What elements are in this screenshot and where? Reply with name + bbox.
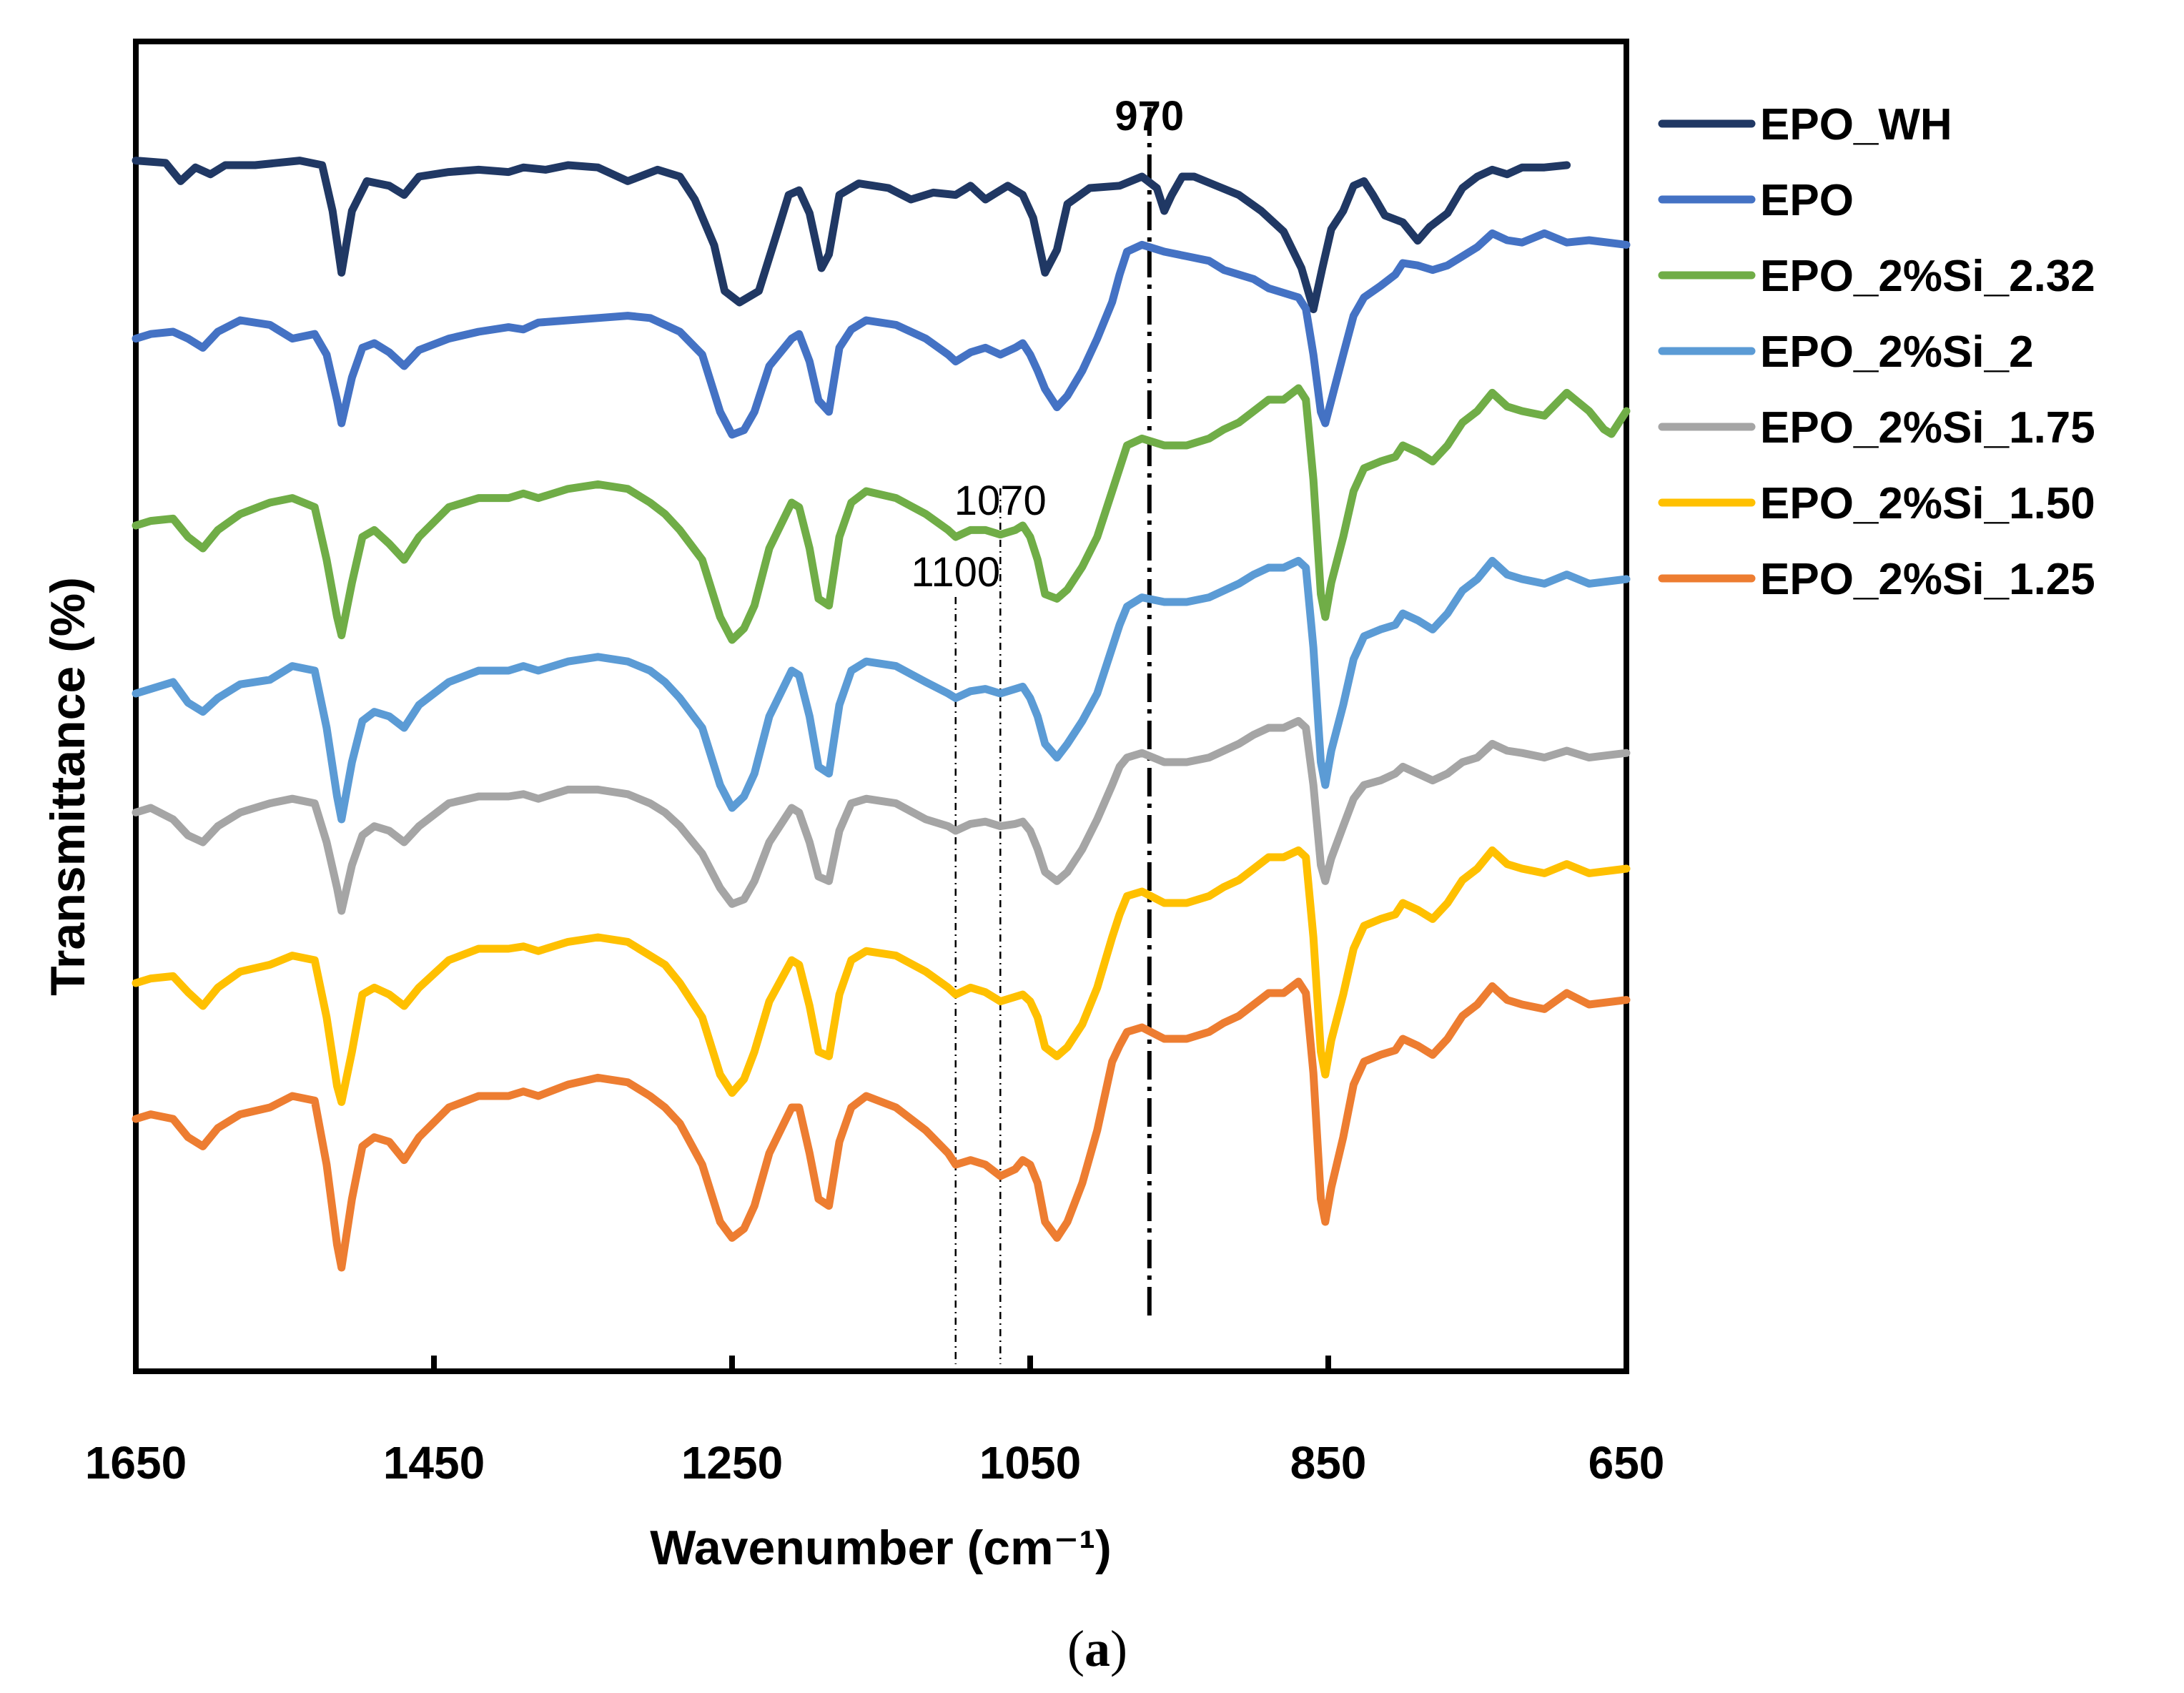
caption-close-paren: ) [1110, 1620, 1127, 1677]
caption-open-paren: ( [1067, 1620, 1084, 1677]
annotation-layer: 970 1070 1100 [911, 93, 1184, 1364]
legend-label-1: EPO [1760, 176, 1854, 225]
legend-label-6: EPO_2%Si_1.25 [1760, 555, 2095, 604]
series-line-1 [132, 229, 1631, 439]
legend-label-2: EPO_2%Si_2.32 [1760, 252, 2095, 301]
x-tick-label-1050: 1050 [979, 1437, 1081, 1489]
legend-label-5: EPO_2%Si_1.50 [1760, 479, 2095, 528]
legend: EPO_WH EPO EPO_2%Si_2.32 EPO_2%Si_2 EPO_2%Si… [1658, 100, 2095, 604]
x-tick-label-650: 650 [1588, 1437, 1665, 1489]
annotation-label-970: 970 [1115, 93, 1184, 139]
y-axis-title: Transmittance (%) [41, 577, 95, 996]
x-axis-title: Wavenumber (cm⁻¹) [650, 1521, 1111, 1575]
series-line-2 [132, 384, 1631, 644]
legend-label-0: EPO_WH [1760, 100, 1952, 149]
series-line-4 [132, 716, 1631, 915]
x-tick-label-1250: 1250 [681, 1437, 783, 1489]
figure-caption: (a) [1067, 1620, 1127, 1677]
x-tick-label-850: 850 [1290, 1437, 1367, 1489]
x-axis-ticks: 1650 1450 1250 1050 850 650 [85, 1356, 1665, 1489]
series-line-3 [132, 556, 1631, 824]
series-line-0 [132, 157, 1571, 314]
series-line-6 [132, 977, 1631, 1272]
x-tick-label-1650: 1650 [85, 1437, 187, 1489]
annotation-label-1070: 1070 [954, 478, 1047, 524]
legend-label-4: EPO_2%Si_1.75 [1760, 403, 2095, 453]
annotation-label-1100: 1100 [911, 549, 1000, 596]
series-line-5 [132, 846, 1631, 1106]
x-tick-label-1450: 1450 [383, 1437, 485, 1489]
plot-area-frame [133, 39, 1629, 1374]
series-layer [132, 157, 1631, 1272]
caption-letter: a [1084, 1620, 1110, 1677]
legend-label-3: EPO_2%Si_2 [1760, 327, 2034, 377]
